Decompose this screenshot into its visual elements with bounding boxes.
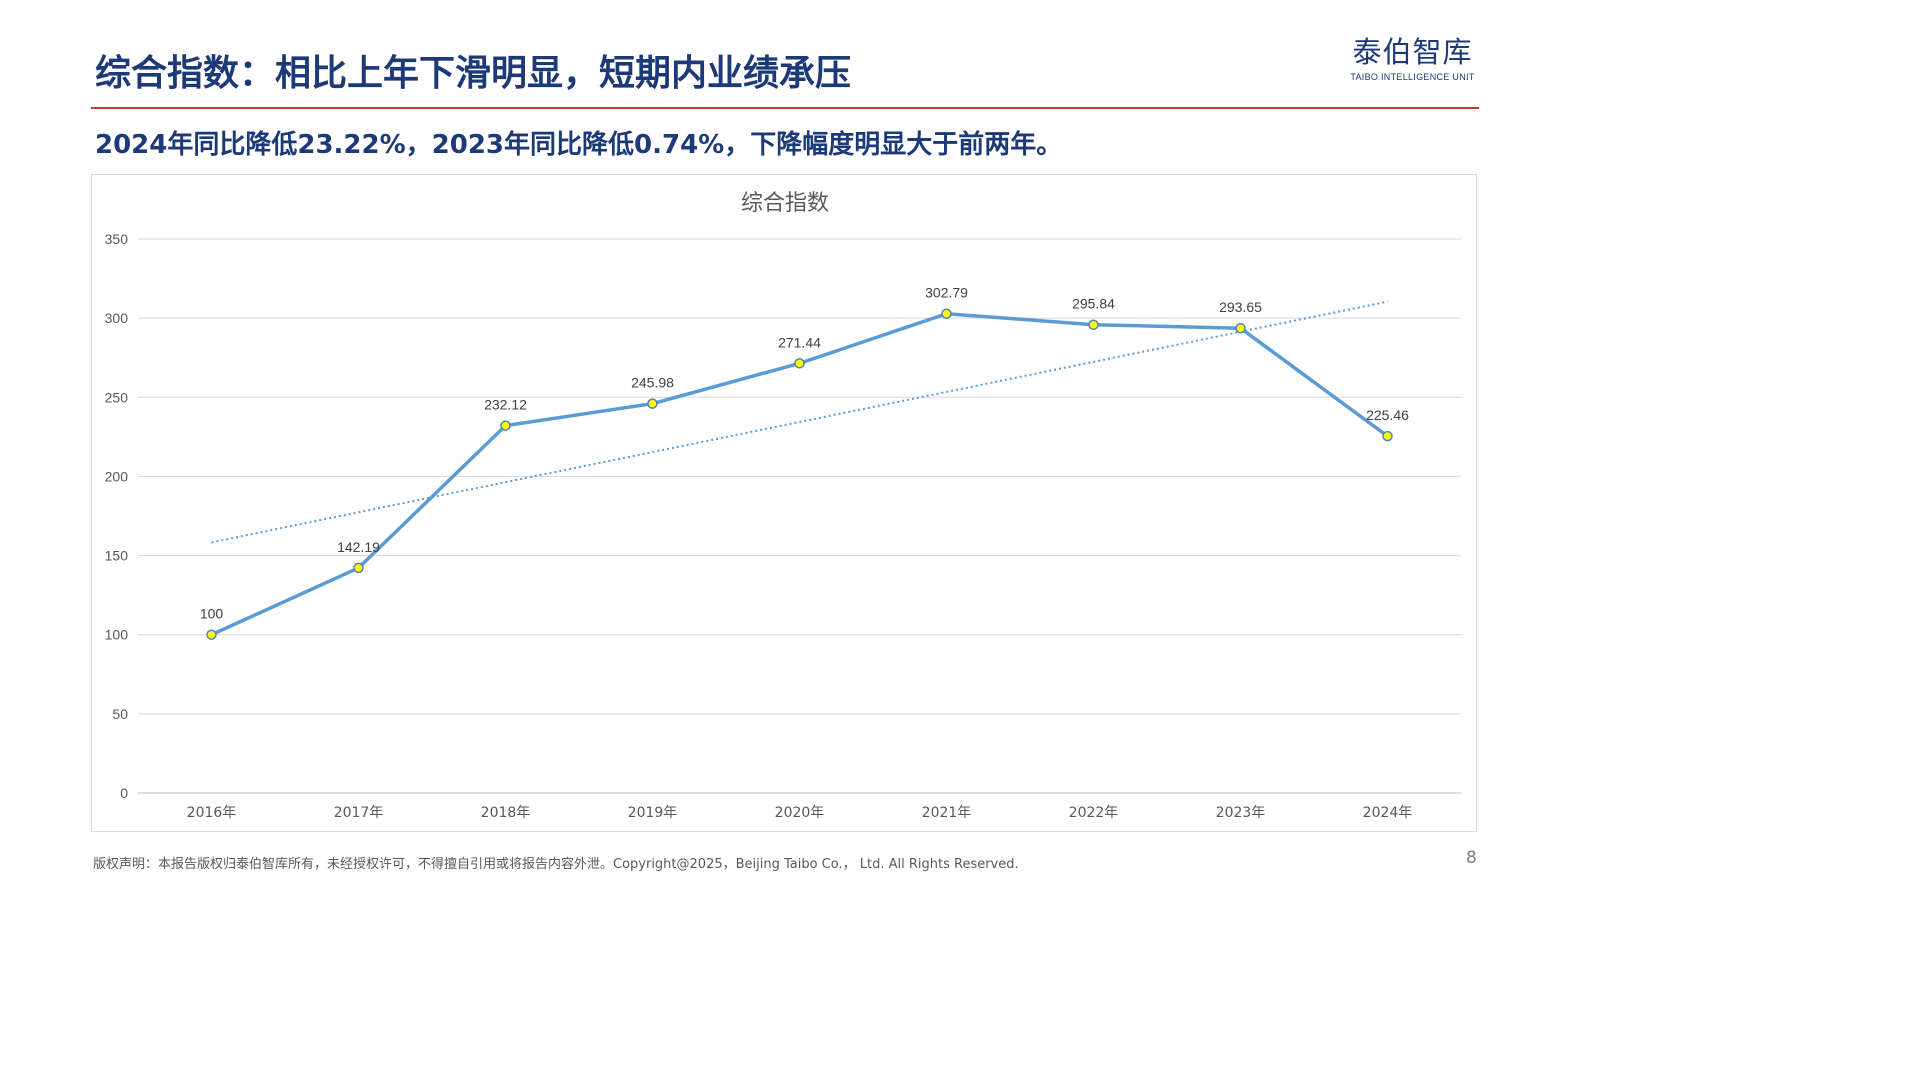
logo-name-cn: 泰伯智库 [1352, 35, 1473, 69]
chart-title: 综合指数 [741, 191, 829, 216]
header-divider [91, 107, 1479, 109]
y-tick-label: 300 [105, 310, 129, 326]
trendline [211, 300, 1388, 544]
page-title: 综合指数：相比上年下滑明显，短期内业绩承压 [95, 53, 852, 94]
x-tick-label: 2022年 [1069, 805, 1119, 821]
x-tick-label: 2020年 [775, 805, 825, 821]
data-point [206, 629, 217, 640]
logo-name-en: TAIBO INTELLIGENCE UNIT [1350, 72, 1475, 82]
y-tick-label: 50 [112, 706, 128, 722]
data-point [1088, 319, 1099, 330]
data-label: 302.79 [925, 285, 968, 301]
data-label: 293.65 [1219, 299, 1262, 315]
line-chart: 综合指数 0 50 100 150 200 250 300 350 2016年 2017年 2018… [105, 191, 1461, 821]
data-point [1382, 430, 1393, 442]
y-tick-label: 150 [105, 548, 129, 564]
brand-logo: 泰伯智库 TAIBO INTELLIGENCE UNIT [1340, 36, 1485, 82]
x-tick-label: 2016年 [187, 805, 237, 821]
data-label: 142.19 [337, 539, 380, 555]
y-tick-label: 250 [105, 389, 129, 405]
data-label: 295.84 [1072, 296, 1115, 312]
data-point [353, 562, 364, 574]
x-tick-label: 2019年 [628, 805, 678, 821]
data-label: 245.98 [631, 375, 674, 391]
data-point [941, 308, 952, 319]
page-subtitle: 2024年同比降低23.22%，2023年同比降低0.74%，下降幅度明显大于前… [95, 130, 1063, 160]
data-point [1235, 322, 1246, 334]
y-tick-label: 100 [105, 627, 129, 643]
data-label: 225.46 [1366, 407, 1409, 423]
y-tick-label: 350 [105, 231, 129, 247]
x-tick-label: 2023年 [1216, 805, 1266, 821]
x-tick-label: 2017年 [334, 805, 384, 821]
y-tick-label: 200 [105, 468, 129, 484]
x-tick-label: 2024年 [1363, 805, 1413, 821]
data-label: 100 [200, 606, 224, 622]
data-point [500, 420, 511, 431]
x-tick-label: 2018年 [481, 805, 531, 821]
page-number: 8 [1466, 848, 1477, 868]
data-point [647, 398, 658, 409]
chart-container: 综合指数 0 50 100 150 200 250 300 350 2016年 2017年 2018… [91, 174, 1477, 832]
data-label: 271.44 [778, 334, 821, 350]
data-point [794, 358, 805, 369]
copyright-notice: 版权声明：本报告版权归泰伯智库所有，未经授权许可，不得擅自引用或将报告内容外泄。… [93, 857, 1019, 872]
data-label: 232.12 [484, 397, 527, 413]
x-tick-label: 2021年 [922, 805, 972, 821]
y-tick-label: 0 [120, 785, 128, 801]
